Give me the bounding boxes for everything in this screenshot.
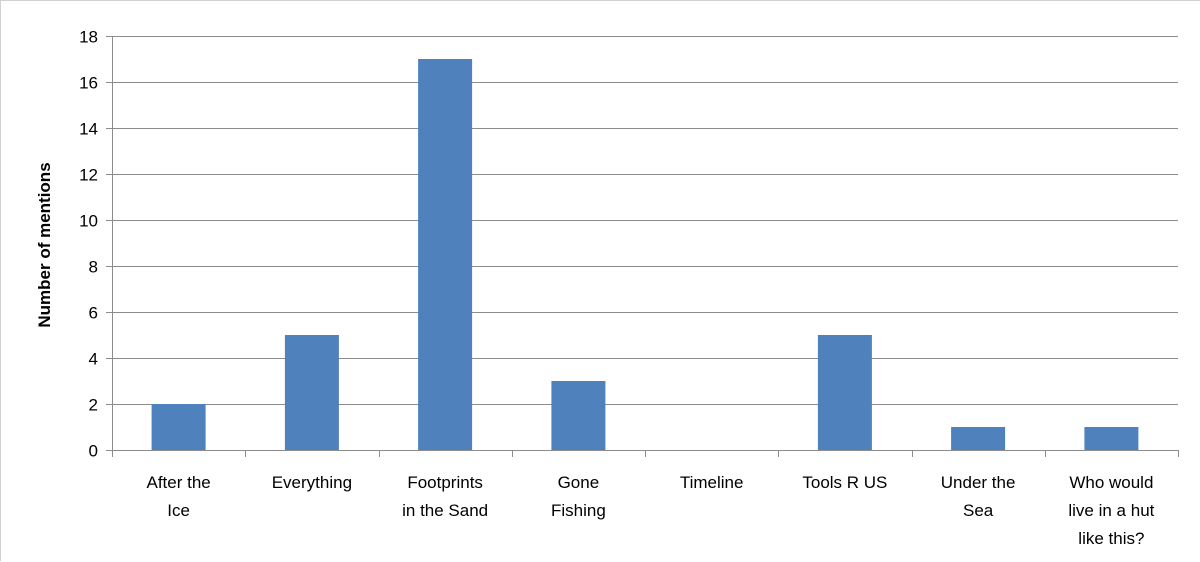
bars (151, 59, 1139, 450)
x-category-label-8: Who would live in a hut like this? (1068, 473, 1154, 548)
bar-2 (284, 335, 339, 450)
x-category-label-line: Timeline (680, 473, 744, 492)
x-category-label-5: Timeline (680, 473, 744, 492)
x-category-labels: After the Ice Everything Footprints in the S… (146, 473, 1154, 548)
y-tick-label-2: 2 (89, 396, 98, 415)
x-category-label-line: Everything (272, 473, 352, 492)
x-category-label-4: Gone Fishing (551, 473, 606, 520)
x-category-label-line: Under the (941, 473, 1016, 492)
x-category-label-line: Sea (963, 501, 994, 520)
bar-6 (817, 335, 872, 450)
axes (106, 36, 1179, 457)
bar-1 (151, 404, 206, 450)
gridlines (112, 36, 1178, 405)
y-tick-label-18: 18 (79, 28, 98, 47)
x-category-label-line: Footprints (407, 473, 483, 492)
y-tick-label-8: 8 (89, 258, 98, 277)
x-category-label-6: Tools R US (802, 473, 887, 492)
x-category-label-2: Everything (272, 473, 352, 492)
x-category-label-line: Tools R US (802, 473, 887, 492)
x-category-label-line: Gone (558, 473, 600, 492)
x-category-label-line: live in a hut (1068, 501, 1154, 520)
x-category-label-7: Under the Sea (941, 473, 1016, 520)
bar-7 (951, 427, 1006, 450)
y-tick-label-10: 10 (79, 212, 98, 231)
bar-3 (418, 59, 473, 450)
y-axis-title: Number of mentions (35, 162, 54, 327)
x-category-label-line: in the Sand (402, 501, 488, 520)
x-category-label-line: Who would (1069, 473, 1153, 492)
x-category-label-1: After the Ice (146, 473, 210, 520)
bar-4 (551, 381, 606, 450)
x-category-label-line: Fishing (551, 501, 606, 520)
y-tick-label-6: 6 (89, 304, 98, 323)
y-tick-labels: 0 2 4 6 8 10 12 14 16 18 (79, 28, 98, 461)
bar-8 (1084, 427, 1139, 450)
x-category-label-line: like this? (1078, 529, 1144, 548)
y-tick-label-16: 16 (79, 74, 98, 93)
x-category-label-line: Ice (167, 501, 190, 520)
x-category-label-line: After the (146, 473, 210, 492)
y-tick-label-0: 0 (89, 442, 98, 461)
y-tick-label-12: 12 (79, 166, 98, 185)
y-tick-label-14: 14 (79, 120, 98, 139)
y-tick-label-4: 4 (89, 350, 98, 369)
x-category-label-3: Footprints in the Sand (402, 473, 488, 520)
